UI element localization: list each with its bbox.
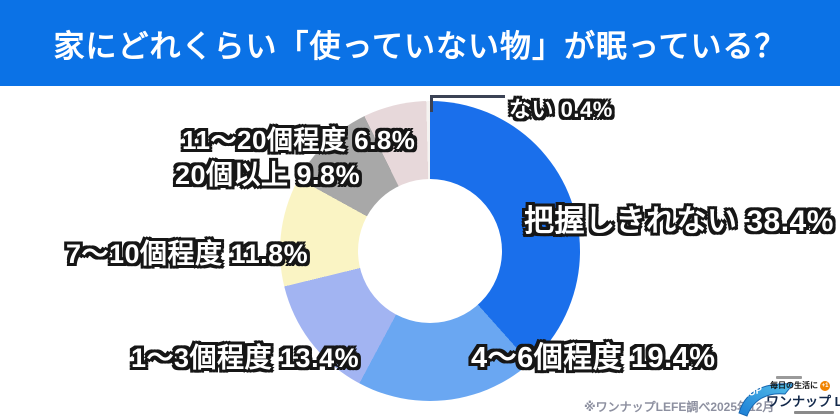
donut-hole <box>358 179 502 323</box>
brand-tagline: 毎日の生活に <box>770 381 818 390</box>
slice-label-11to20: 11〜20個程度 6.8% <box>182 125 416 155</box>
brand-logo: 1UP 毎日の生活に +1 ワンナップ LIFE <box>737 375 840 418</box>
donut-chart <box>280 101 580 401</box>
slice-label-1to3: 1〜3個程度 13.4% <box>131 343 360 373</box>
slice-label-none: ない 0.4% <box>509 97 613 122</box>
slice-label-7to10: 7〜10個程度 11.8% <box>66 239 309 269</box>
swoosh-icon <box>738 383 794 417</box>
logo-microtext-bar-bottom <box>794 411 834 414</box>
slice-label-4to6: 4〜6個程度 19.4% <box>471 342 716 374</box>
logo-microtext-bar-top <box>776 376 802 379</box>
brand-name: ワンナップ LIFE <box>766 394 840 409</box>
footer-note: ※ワンナップLEFE調べ2025年12月 <box>584 400 775 414</box>
leader-line-none-slice <box>430 95 505 112</box>
header-banner: 家にどれくらい「使っていない物」が眠っている？ <box>0 0 840 86</box>
slice-label-over20: 20個以上 9.8% <box>175 160 361 190</box>
plus-one-badge: +1 <box>820 380 830 391</box>
page-title: 家にどれくらい「使っていない物」が眠っている？ <box>53 28 787 64</box>
slice-label-grasp: 把握しきれない 38.4% <box>524 205 834 238</box>
